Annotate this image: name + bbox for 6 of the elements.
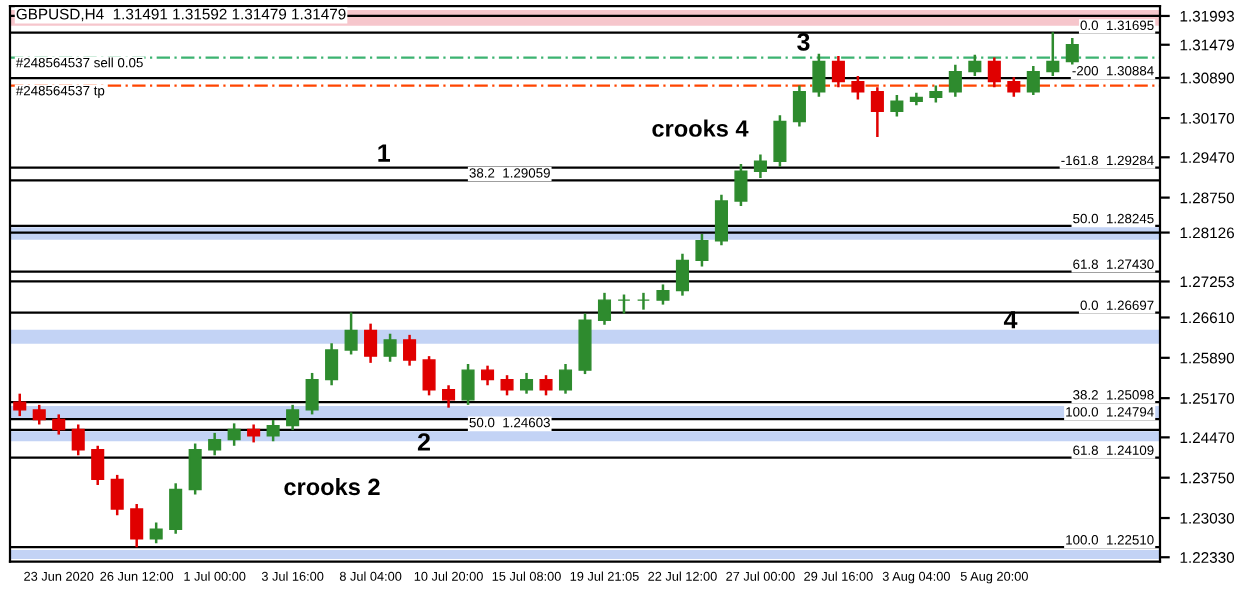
- annotation: crooks 2: [284, 477, 380, 496]
- annotation: 3: [797, 33, 810, 51]
- annotation: 4: [1003, 311, 1018, 329]
- annotation: 1: [378, 144, 391, 162]
- annotation: crooks 4: [652, 119, 749, 137]
- annotation: 2: [417, 433, 430, 451]
